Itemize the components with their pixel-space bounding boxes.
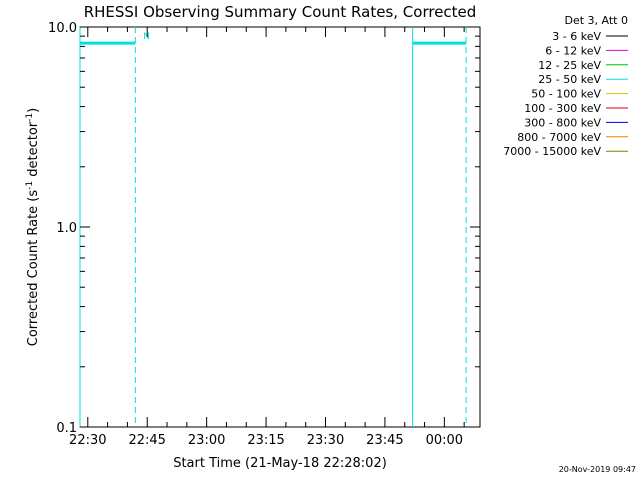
legend-label: 6 - 12 keV xyxy=(545,44,601,57)
legend-label: 7000 - 15000 keV xyxy=(503,145,601,158)
x-tick-label: 22:45 xyxy=(128,433,165,448)
legend-label: 300 - 800 keV xyxy=(524,116,601,129)
x-tick-label: 23:00 xyxy=(188,433,225,448)
plot-frame xyxy=(79,26,481,428)
x-tick-label: 23:15 xyxy=(247,433,284,448)
flag-annotation: N xyxy=(143,32,150,42)
x-tick-label: 23:30 xyxy=(307,433,344,448)
y-tick-label: 0.1 xyxy=(56,421,77,436)
legend-label: 12 - 25 keV xyxy=(538,59,601,72)
footer-timestamp: 20-Nov-2019 09:47 xyxy=(558,465,636,474)
y-tick-label: 1.0 xyxy=(56,221,77,236)
legend-label: 50 - 100 keV xyxy=(531,88,601,101)
y-axis-label: Corrected Count Rate (s-1 detector-1) xyxy=(25,108,41,346)
legend-label: 25 - 50 keV xyxy=(538,73,601,86)
chart-title: RHESSI Observing Summary Count Rates, Co… xyxy=(84,3,477,21)
legend-label: 3 - 6 keV xyxy=(552,30,601,43)
legend-label: 100 - 300 keV xyxy=(524,102,601,115)
y-tick-label: 10.0 xyxy=(48,21,77,36)
legend-label: 800 - 7000 keV xyxy=(517,131,601,144)
x-tick-label: 22:30 xyxy=(69,433,106,448)
x-axis-label: Start Time (21-May-18 22:28:02) xyxy=(173,456,387,471)
legend-header: Det 3, Att 0 xyxy=(565,14,629,27)
x-tick-label: 00:00 xyxy=(426,433,463,448)
x-tick-label: 23:45 xyxy=(366,433,403,448)
